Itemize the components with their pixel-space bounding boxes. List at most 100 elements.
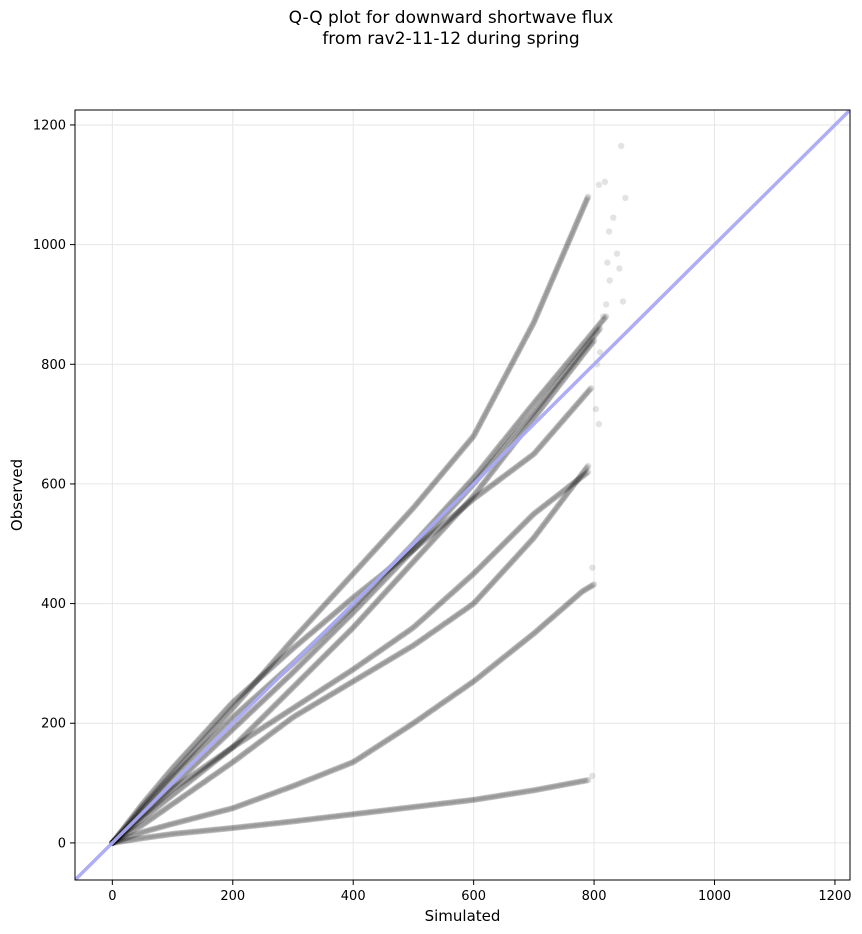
data-point: [237, 696, 244, 703]
data-point: [319, 620, 326, 627]
data-point: [236, 692, 244, 699]
data-point: [575, 591, 582, 598]
data-point: [155, 781, 163, 788]
data-point: [386, 735, 393, 742]
data-point: [246, 685, 253, 693]
data-point: [278, 655, 286, 662]
data-point: [303, 633, 310, 641]
data-point: [315, 815, 322, 822]
data-point: [250, 797, 257, 804]
data-point: [366, 748, 373, 755]
data-point: [301, 623, 308, 630]
data-point: [137, 803, 144, 810]
data-point: [294, 641, 302, 648]
data-point: [182, 750, 189, 758]
data-point: [468, 796, 476, 804]
data-point: [492, 793, 499, 800]
data-point: [222, 713, 229, 720]
data-point: [465, 797, 473, 804]
data-point: [423, 535, 431, 542]
data-point: [184, 748, 191, 755]
data-point: [421, 537, 428, 544]
data-point: [406, 722, 413, 729]
data-point: [453, 798, 460, 806]
data-point: [258, 673, 265, 680]
data-point: [225, 709, 232, 717]
data-point: [415, 803, 422, 810]
data-point: [217, 808, 224, 815]
data-point: [175, 819, 182, 826]
data-point: [208, 722, 215, 729]
data-point: [556, 782, 563, 789]
data-point: [151, 825, 158, 832]
data-point: [540, 785, 547, 792]
data-point: [258, 821, 265, 828]
data-point: [581, 586, 588, 594]
data-point: [118, 838, 126, 845]
data-point: [121, 837, 129, 845]
data-point: [531, 449, 539, 456]
data-point: [139, 834, 146, 842]
data-point: [149, 788, 156, 795]
data-point: [283, 818, 290, 826]
data-point: [546, 784, 553, 791]
data-point: [241, 691, 248, 699]
data-point: [248, 683, 255, 690]
data-point: [416, 541, 423, 548]
data-point: [530, 630, 538, 637]
data-point: [238, 691, 245, 698]
data-point: [148, 789, 155, 797]
data-point: [144, 797, 151, 805]
data-point: [229, 824, 236, 832]
data-point: [258, 672, 265, 679]
data-point: [253, 677, 261, 684]
data-point: [470, 678, 477, 685]
data-point: [212, 717, 219, 725]
data-point: [226, 805, 233, 813]
data-point: [530, 450, 538, 458]
data-point: [384, 736, 392, 743]
data-point: [581, 777, 589, 784]
data-point: [418, 802, 425, 810]
data-point: [316, 622, 324, 629]
data-point: [263, 669, 270, 676]
data-point: [190, 747, 198, 754]
data-point: [562, 414, 569, 421]
data-point: [245, 823, 252, 830]
data-point: [331, 813, 338, 820]
data-point: [172, 767, 179, 774]
data-point: [255, 795, 262, 802]
data-point: [238, 801, 245, 809]
data-point: [351, 593, 358, 600]
data-point: [215, 720, 222, 727]
data-point: [316, 815, 324, 822]
data-point: [275, 819, 282, 827]
data-point: [365, 809, 373, 816]
data-point: [205, 725, 213, 732]
data-point: [370, 808, 377, 815]
data-point: [150, 833, 157, 840]
data-point: [380, 739, 388, 746]
data-point: [340, 602, 347, 610]
data-point: [592, 405, 600, 413]
data-point: [136, 835, 143, 842]
data-point: [418, 714, 425, 721]
data-point: [155, 786, 162, 793]
data-point: [501, 653, 509, 660]
data-point: [442, 697, 450, 704]
data-point: [451, 798, 458, 806]
data-point: [570, 595, 577, 603]
data-point: [223, 825, 230, 832]
data-point: [332, 608, 340, 616]
data-point: [134, 830, 142, 837]
data-point: [304, 816, 311, 823]
data-point: [164, 776, 171, 784]
data-point: [440, 699, 447, 706]
data-point: [325, 615, 332, 622]
data-point: [439, 521, 447, 528]
data-point: [218, 825, 225, 833]
data-point: [253, 796, 261, 803]
data-point: [497, 792, 504, 799]
data-point: [169, 764, 176, 772]
data-point: [315, 772, 322, 780]
